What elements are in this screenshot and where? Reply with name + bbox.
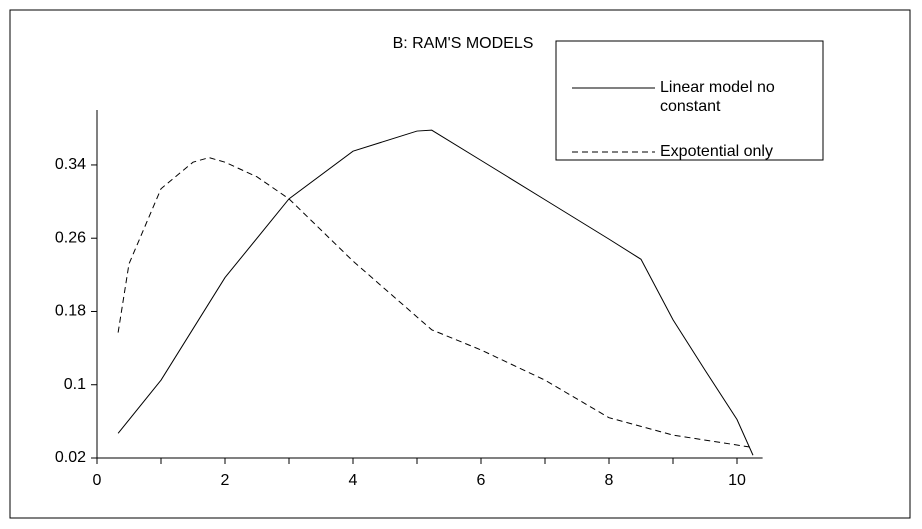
series-line [117,157,750,448]
x-tick-label: 4 [349,472,358,489]
y-tick-label: 0.26 [55,229,86,246]
legend-label: Expotential only [660,143,773,160]
x-tick-label: 8 [605,472,614,489]
series-line [117,129,754,456]
y-tick-label: 0.02 [55,449,86,466]
x-tick-label: 0 [93,472,102,489]
y-tick-label: 0.18 [55,303,86,320]
chart-title: B: RAM'S MODELS [393,35,534,52]
x-tick-label: 10 [728,472,746,489]
x-tick-label: 6 [477,472,486,489]
y-tick-label: 0.1 [64,376,86,393]
legend-label: Linear model no constant [660,79,775,115]
legend-box [555,40,824,161]
y-tick-label: 0.34 [55,156,86,173]
x-tick-label: 2 [221,472,230,489]
